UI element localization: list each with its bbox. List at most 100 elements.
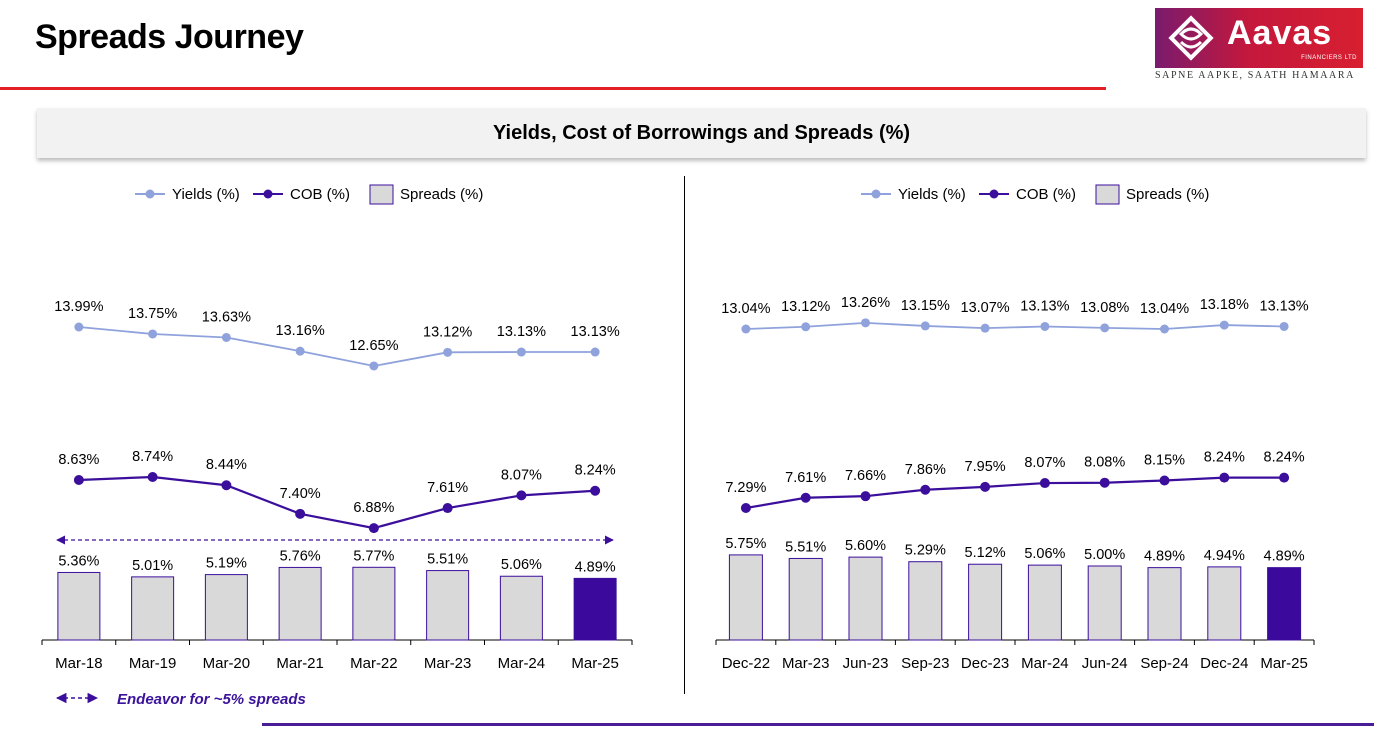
yields-data-point: [369, 361, 379, 371]
x-axis-tick-label: Sep-23: [901, 655, 949, 672]
spreads-data-label: 5.29%: [905, 543, 946, 559]
spreads-data-label: 5.06%: [1024, 546, 1065, 562]
legend-cob-marker-icon: [263, 189, 273, 199]
x-axis-tick-label: Dec-24: [1200, 655, 1248, 672]
cob-data-point: [740, 503, 751, 513]
spreads-data-label: 5.76%: [280, 548, 321, 564]
yields-data-label: 13.63%: [202, 309, 251, 325]
spreads-bar: [352, 566, 396, 641]
spreads-data-label: 5.75%: [725, 536, 766, 552]
x-axis-tick-label: Mar-24: [498, 655, 546, 672]
yields-data-point: [516, 347, 526, 357]
x-axis-tick-label: Mar-20: [203, 655, 251, 672]
yields-data-label: 13.12%: [781, 299, 830, 315]
cob-data-point: [1099, 477, 1110, 488]
chart-legend: Yields (%) COB (%) Spreads (%): [861, 184, 1209, 205]
cob-data-point: [860, 491, 871, 502]
cob-data-label: 8.07%: [501, 467, 542, 483]
yields-data-point: [148, 329, 158, 339]
yields-data-label: 13.13%: [1020, 298, 1069, 314]
legend-cob-label: COB (%): [290, 186, 350, 203]
cob-data-point: [73, 475, 84, 485]
yields-series-line: [78, 326, 596, 367]
yields-data-label: 13.75%: [128, 306, 177, 322]
spreads-bar: [728, 554, 763, 641]
yields-data-label: 13.18%: [1200, 297, 1249, 313]
yields-data-label: 13.12%: [423, 324, 472, 340]
yields-data-point: [1160, 324, 1169, 334]
quarterly-spreads-chart: Yields (%) COB (%) Spreads (%) 5.75% 5.51% 5.…: [715, 184, 1315, 672]
yields-data-point: [1040, 321, 1050, 331]
title-underline: [0, 87, 1106, 90]
chart-banner: Yields, Cost of Borrowings and Spreads (…: [37, 108, 1366, 158]
spreads-data-label: 5.51%: [427, 552, 468, 568]
cob-data-label: 6.88%: [353, 500, 394, 516]
spreads-data-label: 5.06%: [501, 557, 542, 573]
x-axis-tick-label: Mar-24: [1021, 655, 1069, 672]
yields-data-point: [741, 324, 751, 334]
cob-data-point: [800, 492, 811, 503]
yields-data-point: [443, 347, 453, 357]
yields-data-label: 13.04%: [721, 301, 770, 317]
spreads-data-label: 5.77%: [353, 548, 394, 564]
spreads-bar: [1027, 564, 1062, 641]
yields-data-point: [1219, 320, 1229, 330]
spreads-bar: [908, 561, 943, 641]
yields-data-point: [920, 321, 930, 331]
spreads-bar: [57, 571, 101, 641]
legend-yields-label: Yields (%): [898, 186, 966, 203]
x-axis-tick-label: Mar-25: [1260, 655, 1308, 672]
yields-data-label: 13.16%: [276, 323, 325, 339]
cob-data-label: 7.66%: [845, 468, 886, 484]
spreads-data-label: 4.94%: [1204, 548, 1245, 564]
cob-data-label: 7.29%: [725, 480, 766, 496]
cob-data-point: [368, 523, 379, 534]
cob-data-label: 8.24%: [575, 463, 616, 479]
cob-data-label: 8.24%: [1264, 450, 1305, 466]
legend-cob-marker-icon: [989, 189, 999, 199]
cob-data-label: 8.15%: [1144, 452, 1185, 468]
cob-data-label: 7.61%: [785, 470, 826, 486]
cob-data-label: 7.61%: [427, 480, 468, 496]
cob-data-label: 8.24%: [1204, 450, 1245, 466]
spreads-bar-highlight: [573, 577, 617, 641]
yields-data-point: [295, 346, 305, 356]
yields-data-label: 13.13%: [497, 324, 546, 340]
spreads-bar-highlight: [1267, 567, 1302, 641]
spreads-bar: [278, 566, 322, 641]
cob-data-point: [295, 508, 306, 519]
spreads-data-label: 5.12%: [965, 545, 1006, 561]
cob-data-label: 8.74%: [132, 449, 173, 465]
cob-data-point: [1279, 472, 1290, 483]
x-axis-tick-label: Mar-23: [782, 655, 830, 672]
x-axis-tick-label: Mar-23: [424, 655, 472, 672]
yields-data-point: [1279, 321, 1289, 331]
logo-subtitle: FINANCIERS LTD: [1301, 55, 1357, 61]
logo-tagline: SAPNE AAPKE, SAATH HAMAARA: [1155, 70, 1355, 81]
cob-data-label: 7.86%: [905, 462, 946, 478]
page-title: Spreads Journey: [35, 18, 304, 56]
spreads-data-label: 5.51%: [785, 539, 826, 555]
spreads-target-footnote: Endeavor for ~5% spreads: [55, 691, 306, 708]
annual-spreads-chart: Yields (%) COB (%) Spreads (%) 5.36% 5.01% 5.…: [41, 184, 633, 672]
cob-data-point: [147, 471, 158, 482]
cob-series-line: [78, 475, 596, 530]
yields-data-label: 13.07%: [961, 300, 1010, 316]
yields-data-label: 13.04%: [1140, 301, 1189, 317]
cob-data-label: 8.63%: [58, 452, 99, 468]
cob-data-point: [590, 485, 601, 496]
cob-data-point: [442, 503, 453, 514]
cob-data-label: 8.08%: [1084, 455, 1125, 471]
cob-data-point: [1219, 472, 1230, 483]
panel-divider: [684, 176, 685, 694]
x-axis-tick-label: Dec-23: [961, 655, 1009, 672]
legend-yields-marker-icon: [145, 189, 155, 199]
spreads-bar: [848, 556, 883, 641]
x-axis-tick-label: Mar-19: [129, 655, 177, 672]
cob-data-point: [1039, 478, 1050, 489]
footnote-text: Endeavor for ~5% spreads: [117, 691, 306, 708]
spreads-data-label: 5.60%: [845, 538, 886, 554]
x-axis-tick-label: Sep-24: [1140, 655, 1188, 672]
yields-data-label: 13.26%: [841, 295, 890, 311]
